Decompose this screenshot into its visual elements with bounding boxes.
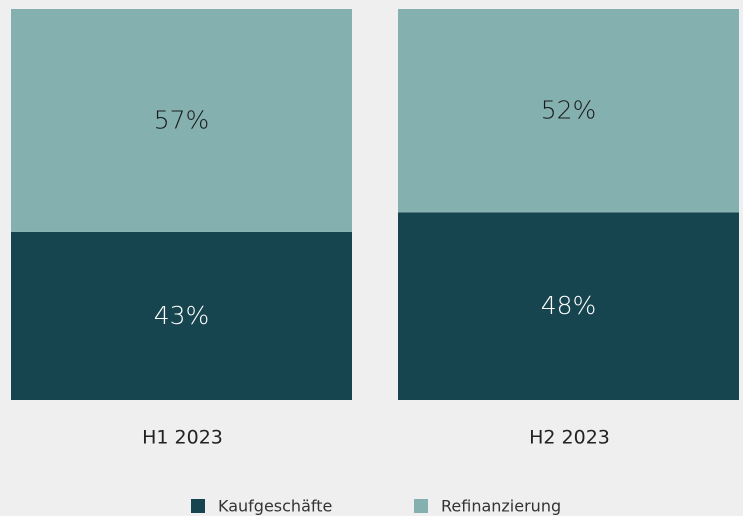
value-label: 43%	[154, 301, 210, 330]
legend-swatch	[191, 499, 205, 513]
x-tick-label: H1 2023	[142, 427, 223, 449]
legend-label: Refinanzierung	[441, 497, 561, 516]
value-label: 57%	[154, 105, 210, 134]
bar-segment	[398, 212, 739, 400]
bar-segment	[11, 231, 352, 400]
x-tick-label: H2 2023	[529, 427, 610, 449]
legend-swatch	[414, 499, 428, 513]
value-label: 52%	[541, 96, 597, 125]
bar-segment	[398, 9, 739, 213]
value-label: 48%	[541, 291, 597, 320]
legend-label: Kaufgeschäfte	[218, 497, 332, 516]
bar-segment	[11, 9, 352, 232]
